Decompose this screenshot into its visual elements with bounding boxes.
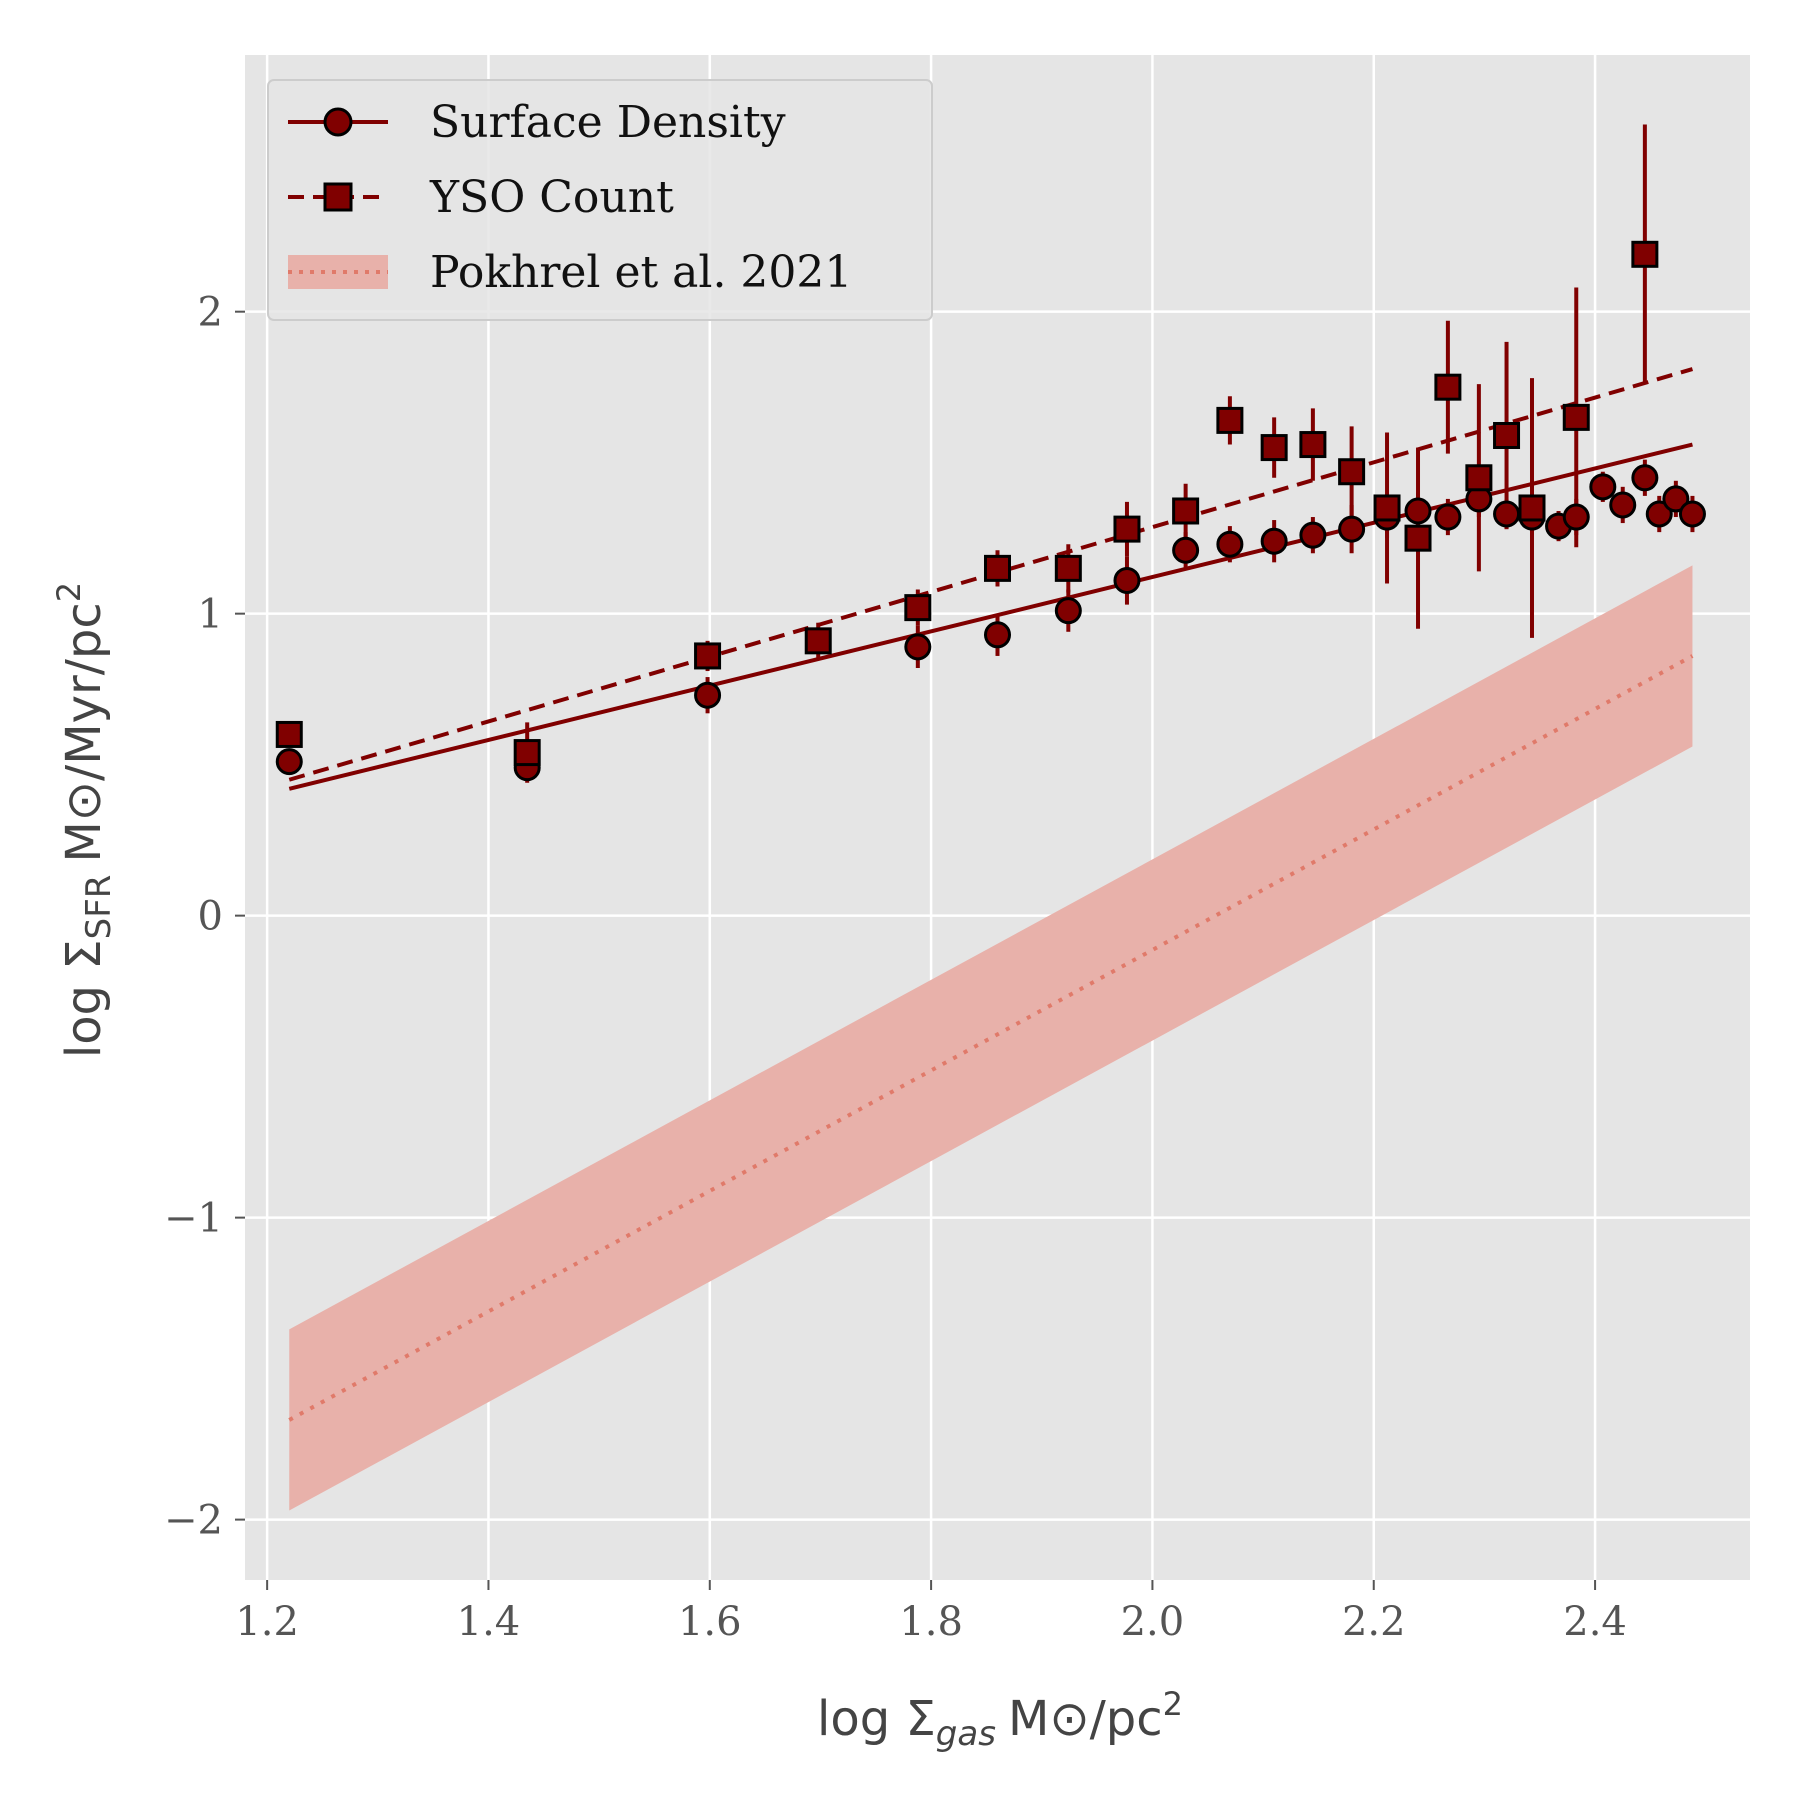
yso-count-point <box>1493 421 1521 449</box>
x-tick-label: 2.4 <box>1563 1599 1627 1645</box>
yso-count-point <box>1216 406 1244 434</box>
surface-density-point <box>1299 521 1327 549</box>
yso-count-point <box>1465 464 1493 492</box>
legend-entry-pokhrel: Pokhrel et al. 2021 <box>288 247 852 298</box>
yso-count-point <box>1172 497 1200 525</box>
y-axis-title-sub: SFR <box>79 875 119 940</box>
x-axis-title-sup: 2 <box>1163 1685 1183 1723</box>
yso-count-point <box>1434 373 1462 401</box>
yso-count-point <box>1404 524 1432 552</box>
y-tick-label: 1 <box>198 592 223 638</box>
yso-count-point <box>1518 494 1546 522</box>
surface-density-point <box>1260 527 1288 555</box>
surface-density-point <box>1172 536 1200 564</box>
surface-density-point <box>1631 464 1659 492</box>
yso-count-point <box>275 720 303 748</box>
yso-count-point <box>1054 554 1082 582</box>
surface-density-fit-line <box>288 442 1693 791</box>
legend-label-yso-count: YSO Count <box>429 172 674 223</box>
surface-density-point <box>275 748 303 776</box>
surface-density-point <box>1662 485 1690 513</box>
yso-count-point <box>1562 403 1590 431</box>
y-tick-label: 0 <box>198 894 223 940</box>
data-markers <box>275 240 1706 782</box>
x-tick-label: 1.6 <box>678 1599 742 1645</box>
legend-box <box>267 79 933 321</box>
pokhrel-line <box>288 654 1694 1422</box>
legend: Surface Density YSO Count Pokhrel et al.… <box>267 79 933 321</box>
surface-density-point <box>1493 500 1521 528</box>
legend-entry-surface-density: Surface Density <box>288 97 786 148</box>
x-axis-ticks: 1.2 1.4 1.6 1.8 2.0 2.2 2.4 <box>235 1580 1627 1645</box>
yso-count-point <box>804 627 832 655</box>
x-axis-title-sub: gas <box>936 1714 996 1754</box>
x-tick-label: 1.4 <box>457 1599 521 1645</box>
pokhrel-band <box>289 565 1693 1511</box>
yso-count-point <box>1373 494 1401 522</box>
y-axis-title: log ΣSFR M⊙/Myr/pc2 <box>50 582 119 1058</box>
legend-marker-circle <box>323 107 353 137</box>
surface-density-point <box>1216 530 1244 558</box>
surface-density-point <box>984 621 1011 649</box>
x-axis-title: log Σgas M⊙/pc2 <box>817 1685 1183 1754</box>
surface-density-point <box>1645 500 1673 528</box>
x-axis-title-unit: M⊙/pc <box>1008 1691 1163 1747</box>
surface-density-point <box>1338 515 1366 543</box>
reference-band <box>288 565 1694 1511</box>
yso-count-point <box>984 554 1011 582</box>
yso-count-point <box>1260 434 1288 462</box>
y-tick-label: −2 <box>164 1498 223 1544</box>
y-axis-title-unit: M⊙/Myr/pc <box>56 602 112 862</box>
yso-count-point <box>694 642 722 670</box>
x-tick-label: 1.2 <box>235 1599 299 1645</box>
surface-density-point <box>1589 473 1617 501</box>
surface-density-point <box>694 681 722 709</box>
x-axis-title-main: log Σ <box>817 1691 936 1747</box>
yso-count-point <box>1631 240 1659 268</box>
legend-label-pokhrel: Pokhrel et al. 2021 <box>430 247 852 298</box>
surface-density-point <box>904 633 932 661</box>
yso-count-point <box>1113 515 1141 543</box>
legend-entry-yso-count: YSO Count <box>288 172 674 223</box>
surface-density-point <box>1609 491 1637 519</box>
y-tick-label: 2 <box>198 290 223 336</box>
x-tick-label: 2.2 <box>1342 1599 1406 1645</box>
surface-density-point <box>1434 503 1462 531</box>
x-tick-label: 2.0 <box>1121 1599 1185 1645</box>
legend-band-swatch <box>288 255 388 289</box>
surface-density-point <box>1113 566 1141 594</box>
yso-count-point <box>1299 431 1327 459</box>
x-tick-label: 1.8 <box>899 1599 963 1645</box>
surface-density-point <box>1404 497 1432 525</box>
surface-density-point <box>1562 503 1590 531</box>
y-axis-title-main: log Σ <box>56 939 112 1058</box>
yso-count-point <box>1338 458 1366 486</box>
surface-density-point <box>1678 500 1706 528</box>
legend-label-surface-density: Surface Density <box>430 97 786 148</box>
yso-count-point <box>904 594 932 622</box>
legend-marker-square <box>323 182 353 212</box>
y-axis-ticks: −2 −1 0 1 2 <box>164 290 245 1544</box>
surface-density-point <box>1054 597 1082 625</box>
y-axis-title-sup: 2 <box>50 582 88 602</box>
yso-count-point <box>513 739 541 767</box>
y-tick-label: −1 <box>164 1196 223 1242</box>
